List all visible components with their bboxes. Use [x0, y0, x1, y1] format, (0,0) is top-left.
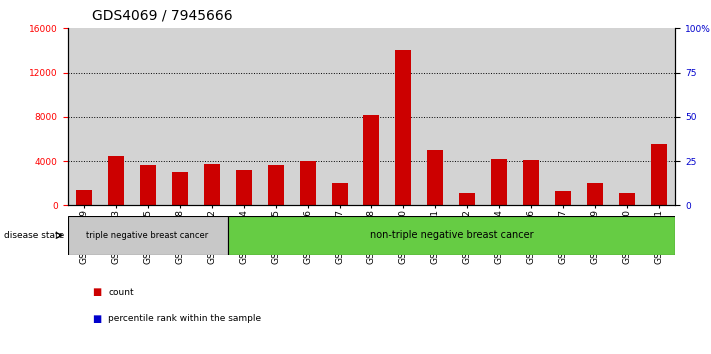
Text: non-triple negative breast cancer: non-triple negative breast cancer [370, 230, 533, 240]
Bar [491, 159, 508, 205]
Bar [611, 28, 643, 205]
Bar [483, 28, 515, 205]
Bar [260, 28, 292, 205]
Text: triple negative breast cancer: triple negative breast cancer [87, 231, 208, 240]
Bar [587, 183, 604, 205]
Text: percentile rank within the sample: percentile rank within the sample [108, 314, 261, 323]
Bar [619, 193, 636, 205]
Bar [427, 150, 444, 205]
Bar [643, 28, 675, 205]
Bar [651, 144, 668, 205]
Bar [68, 216, 228, 255]
Bar [100, 28, 132, 205]
Bar [299, 161, 316, 205]
Text: count: count [108, 287, 134, 297]
Bar [579, 28, 611, 205]
Bar [228, 216, 675, 255]
Bar [107, 155, 124, 205]
Bar [523, 160, 540, 205]
Bar [515, 28, 547, 205]
Bar [395, 51, 412, 205]
Bar [267, 166, 284, 205]
Bar [324, 28, 356, 205]
Bar [387, 28, 419, 205]
Bar [459, 193, 476, 205]
Bar [68, 28, 100, 205]
Bar [235, 170, 252, 205]
Bar [331, 183, 348, 205]
Bar [171, 172, 188, 205]
Bar [132, 28, 164, 205]
Bar [451, 28, 483, 205]
Bar [75, 190, 92, 205]
Bar [139, 166, 156, 205]
Text: GDS4069 / 7945666: GDS4069 / 7945666 [92, 9, 233, 23]
Text: ■: ■ [92, 314, 102, 324]
Bar [292, 28, 324, 205]
Bar [164, 28, 196, 205]
Text: ■: ■ [92, 287, 102, 297]
Bar [196, 28, 228, 205]
Bar [547, 28, 579, 205]
Bar [356, 28, 387, 205]
Bar [555, 191, 572, 205]
Bar [363, 115, 380, 205]
Bar [203, 164, 220, 205]
Text: disease state: disease state [4, 231, 64, 240]
Bar [419, 28, 451, 205]
Bar [228, 28, 260, 205]
